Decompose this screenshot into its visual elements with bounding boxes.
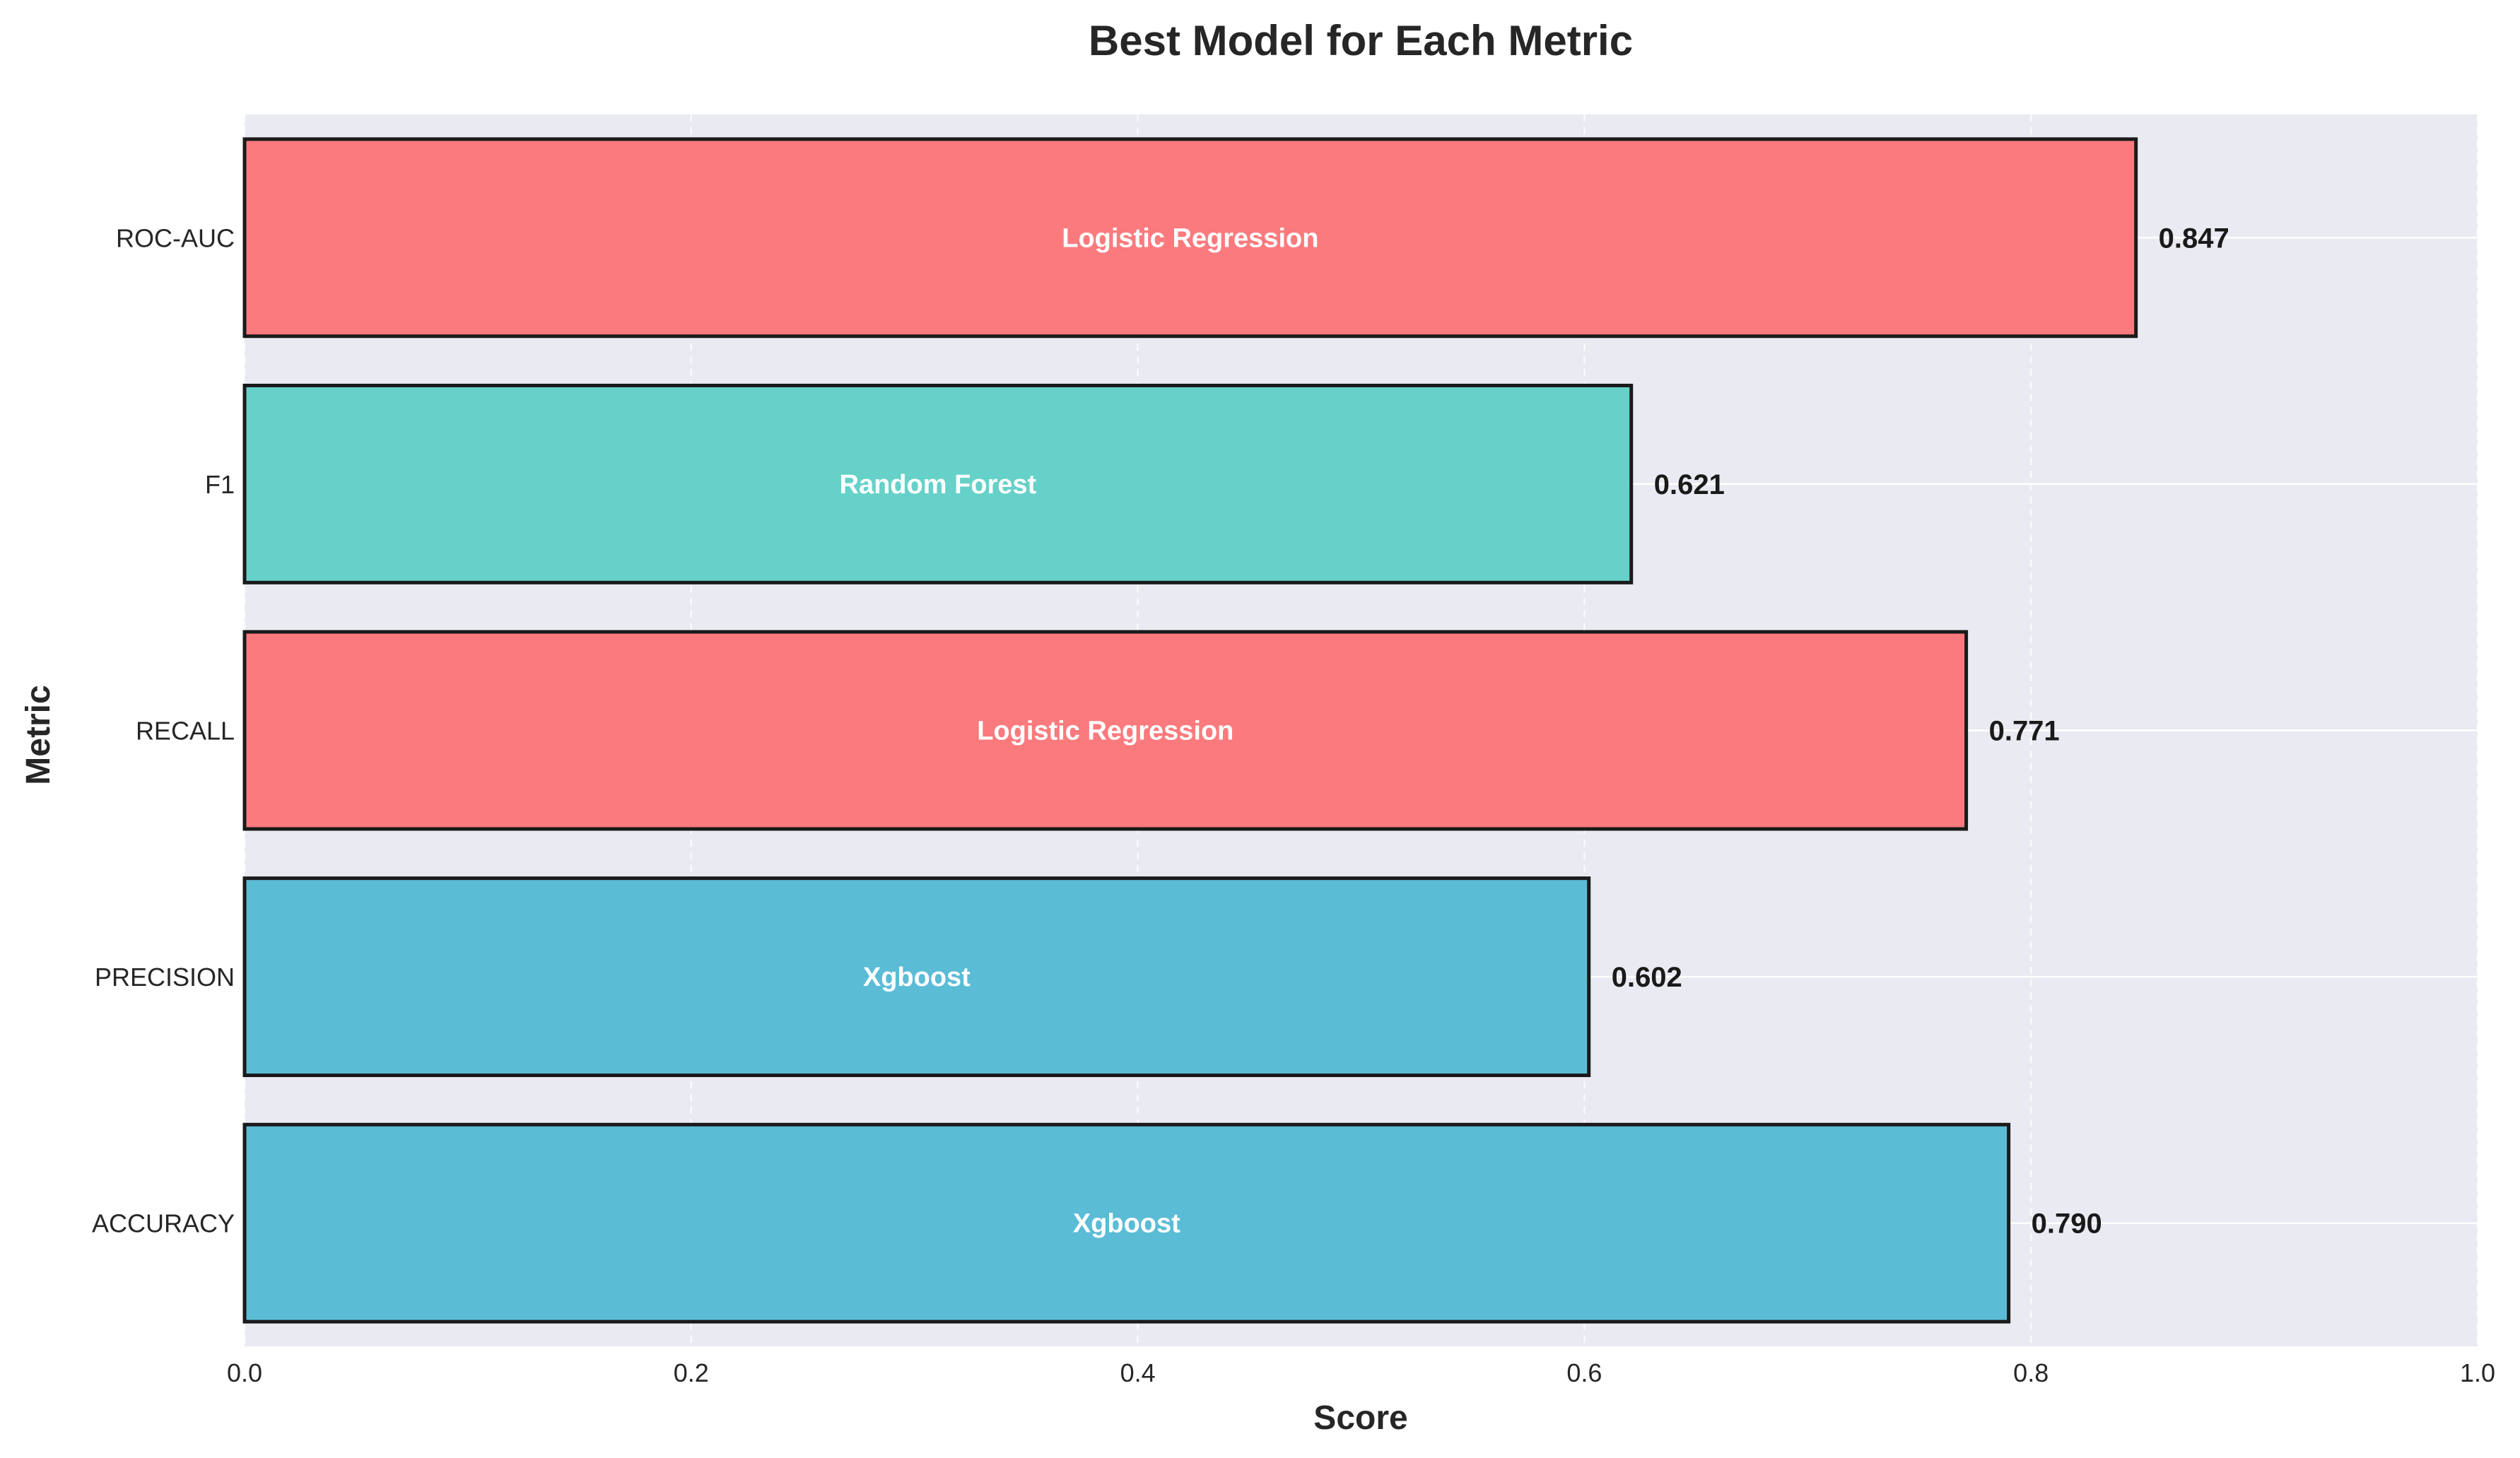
bar-value-label: 0.790 bbox=[2032, 1209, 2102, 1240]
x-tick-label: 1.0 bbox=[2460, 1358, 2495, 1387]
bar-model-label: Xgboost bbox=[1073, 1209, 1180, 1239]
x-tick-label: 0.0 bbox=[227, 1358, 262, 1387]
bar-model-label: Xgboost bbox=[863, 963, 971, 992]
x-tick-label: 0.6 bbox=[1566, 1358, 1602, 1387]
bar-value-label: 0.771 bbox=[1989, 716, 2060, 747]
bar-precision bbox=[242, 876, 1591, 1078]
bar-f1 bbox=[242, 383, 1634, 584]
y-tick-label: F1 bbox=[205, 470, 235, 499]
y-tick-label: ACCURACY bbox=[92, 1209, 235, 1238]
x-tick-label: 0.4 bbox=[1120, 1358, 1156, 1387]
bar-value-label: 0.602 bbox=[1612, 962, 1682, 993]
bar-value-label: 0.847 bbox=[2159, 223, 2229, 254]
bar-model-label: Random Forest bbox=[840, 470, 1037, 500]
x-tick-label: 0.2 bbox=[674, 1358, 709, 1387]
bars: Xgboost 0.790 Xgboost 0.602 Logistic Regress… bbox=[242, 137, 2229, 1324]
y-tick-label: PRECISION bbox=[95, 963, 235, 992]
y-axis-label: Metric bbox=[20, 685, 57, 784]
tick-labels: 0.0 0.2 0.4 0.6 0.8 1.0 ACCURACY PRECISION RECAL… bbox=[92, 223, 2495, 1387]
y-tick-label: RECALL bbox=[136, 717, 235, 746]
x-axis-label: Score bbox=[1313, 1399, 1407, 1437]
x-tick-label: 0.8 bbox=[2013, 1358, 2049, 1387]
bar-roc-auc bbox=[242, 137, 2138, 339]
bar-value-label: 0.621 bbox=[1654, 469, 1725, 500]
bar-model-label: Logistic Regression bbox=[977, 717, 1233, 746]
y-tick-label: ROC-AUC bbox=[116, 223, 235, 252]
chart-title: Best Model for Each Metric bbox=[1089, 17, 1633, 64]
bar-model-label: Logistic Regression bbox=[1062, 223, 1318, 253]
bar-recall bbox=[242, 630, 1969, 831]
bar-accuracy bbox=[242, 1122, 2011, 1324]
